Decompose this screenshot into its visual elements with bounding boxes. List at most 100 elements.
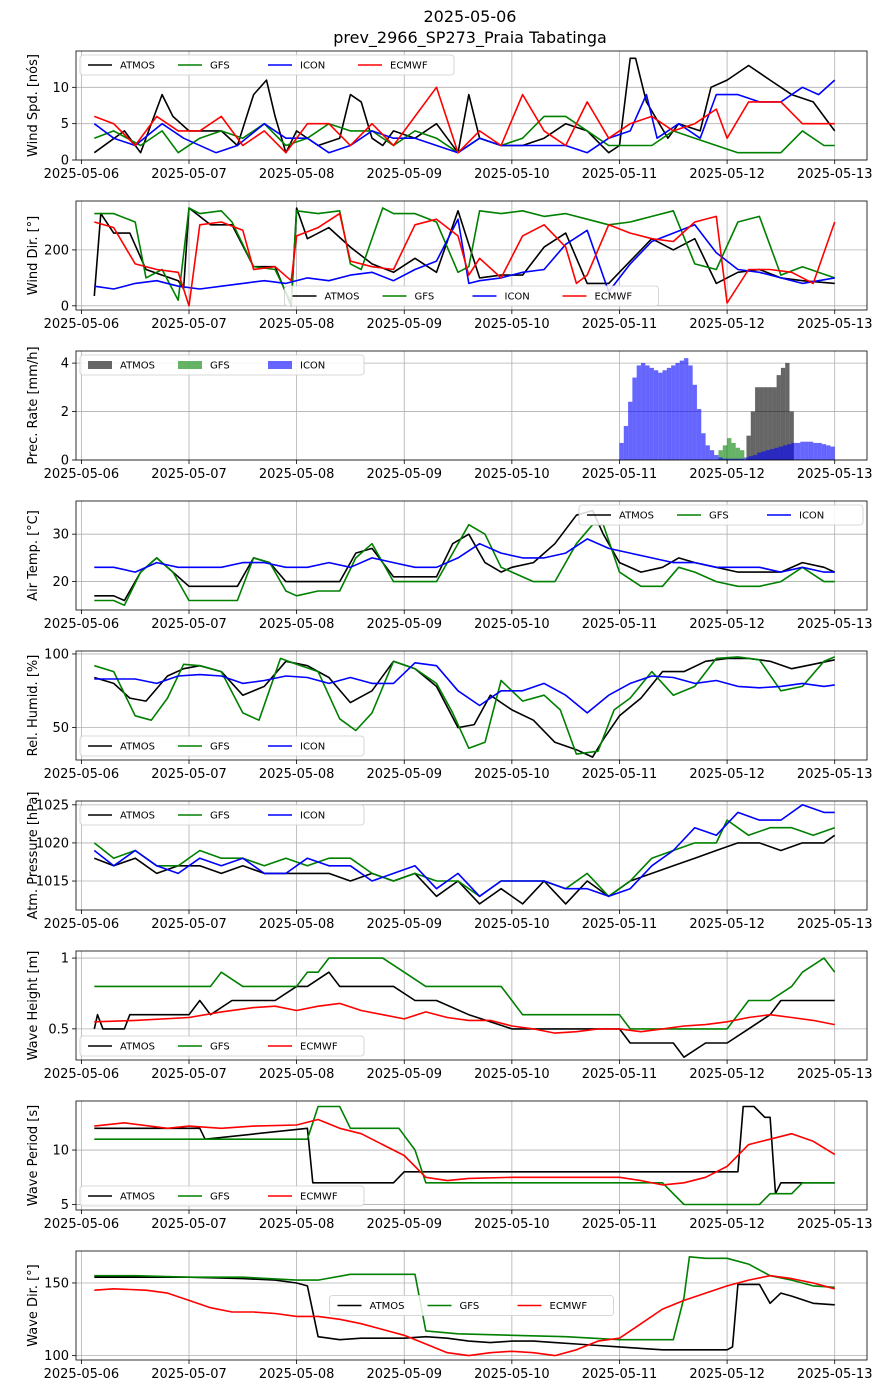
y-tick-label: 20 — [52, 575, 69, 590]
series-line-ecmwf — [94, 1002, 835, 1034]
bar-icon — [808, 441, 814, 460]
y-tick-label: 1015 — [36, 875, 69, 890]
x-tick-label: 2025-05-11 — [582, 917, 658, 932]
x-tick-label: 2025-05-13 — [797, 617, 873, 632]
x-tick-label: 2025-05-09 — [366, 467, 442, 482]
x-tick-label: 2025-05-09 — [366, 1367, 442, 1382]
legend-box — [79, 1035, 365, 1057]
y-tick-label: 1025 — [36, 798, 69, 813]
bar-icon — [826, 445, 831, 460]
series-line-gfs — [94, 656, 836, 755]
series-line-ecmwf — [94, 1274, 835, 1357]
x-tick-label: 2025-05-07 — [151, 617, 227, 632]
bar-icon — [748, 456, 754, 460]
y-axis-label: Wind Spd. [nós] — [26, 54, 41, 157]
y-axis-label: Air Temp. [°C] — [26, 510, 41, 601]
legend-label-gfs: GFS — [415, 292, 435, 303]
x-tick-label: 2025-05-10 — [474, 917, 550, 932]
x-tick-label: 2025-05-06 — [44, 767, 120, 782]
plot-frame — [75, 50, 868, 161]
y-tick-label: 10 — [52, 1144, 69, 1159]
x-tick-label: 2025-05-13 — [797, 767, 873, 782]
bar-icon — [787, 444, 792, 460]
legend-label-atmos: ATMOS — [370, 1301, 405, 1312]
bar-icon — [627, 401, 633, 460]
legend-box — [284, 285, 659, 307]
x-tick-label: 2025-05-13 — [797, 467, 873, 482]
legend: ATMOS GFS ECMWF — [329, 1295, 614, 1316]
legend: ATMOS GFS ICON — [79, 804, 365, 826]
x-tick-label: 2025-05-07 — [151, 167, 227, 182]
bar-icon — [782, 445, 788, 460]
x-tick-label: 2025-05-11 — [582, 467, 658, 482]
y-tick-label: 2 — [61, 405, 69, 420]
bar-icon — [705, 445, 710, 460]
plot-area — [93, 803, 836, 905]
y-axis-label: Wave Height [m] — [26, 951, 41, 1061]
bar-icon — [821, 444, 827, 460]
bar-atmos — [750, 411, 756, 460]
legend-swatch-gfs — [178, 361, 202, 369]
panel-6: 2025-05-06 2025-05-07 2025-05-08 2025-05-09… — [26, 792, 872, 932]
bar-icon — [795, 442, 801, 460]
plot-area — [619, 358, 835, 460]
y-tick-label: 50 — [52, 721, 69, 736]
x-tick-label: 2025-05-12 — [689, 317, 765, 332]
series-line-atmos — [93, 971, 835, 1058]
bar-icon — [666, 367, 672, 460]
figure-title-date: 2025-05-06 — [423, 7, 517, 26]
plot-area — [94, 656, 836, 758]
panel-3: 2025-05-06 2025-05-07 2025-05-08 2025-05-09… — [26, 346, 872, 482]
bar-icon — [770, 448, 775, 460]
x-tick-label: 2025-05-06 — [44, 1367, 120, 1382]
bar-icon — [640, 362, 646, 460]
legend-label-ecmwf: ECMWF — [390, 61, 428, 72]
bar-atmos — [772, 387, 777, 460]
series-line-atmos — [94, 834, 836, 905]
y-axis-label: Rel. Humid. [%] — [26, 655, 41, 757]
bar-gfs — [735, 447, 741, 460]
x-tick-label: 2025-05-06 — [44, 1067, 120, 1082]
series-line-atmos — [93, 207, 835, 307]
x-tick-label: 2025-05-06 — [44, 317, 120, 332]
legend-box — [79, 804, 365, 826]
bar-icon — [718, 457, 723, 460]
x-tick-label: 2025-05-06 — [44, 917, 120, 932]
bar-icon — [688, 365, 693, 460]
y-tick-label: 0 — [61, 154, 69, 169]
bar-icon — [649, 367, 655, 460]
panel-9: 2025-05-06 2025-05-07 2025-05-08 2025-05-09… — [26, 1250, 872, 1382]
bar-atmos — [780, 367, 786, 460]
x-tick-label: 2025-05-11 — [582, 767, 658, 782]
legend-label-icon: ICON — [799, 511, 824, 522]
figure-title-station: prev_2966_SP273_Praia Tabatinga — [333, 28, 607, 47]
legend-label-icon: ICON — [505, 292, 530, 303]
legend-label-ecmwf: ECMWF — [595, 292, 633, 303]
x-tick-label: 2025-05-07 — [151, 767, 227, 782]
bar-icon — [675, 362, 680, 460]
bar-icon — [778, 446, 784, 460]
legend-label-atmos: ATMOS — [619, 511, 654, 522]
bar-icon — [662, 370, 667, 460]
panel-5: 2025-05-06 2025-05-07 2025-05-08 2025-05-09… — [26, 647, 872, 782]
legend-label-icon: ICON — [300, 361, 325, 372]
legend: ATMOS GFS ECMWF — [79, 1185, 365, 1207]
legend-label-atmos: ATMOS — [325, 292, 360, 303]
x-tick-label: 2025-05-08 — [259, 617, 335, 632]
x-tick-label: 2025-05-09 — [366, 1217, 442, 1232]
x-tick-label: 2025-05-13 — [797, 1067, 873, 1082]
series-line-gfs — [94, 523, 835, 607]
y-tick-label: 1 — [61, 952, 69, 967]
x-tick-label: 2025-05-12 — [689, 1217, 765, 1232]
y-tick-label: 1020 — [36, 836, 69, 851]
x-tick-label: 2025-05-08 — [259, 317, 335, 332]
legend-label-ecmwf: ECMWF — [300, 1192, 338, 1203]
x-tick-label: 2025-05-10 — [474, 467, 550, 482]
bar-icon — [744, 457, 749, 460]
y-tick-label: 100 — [44, 1349, 69, 1364]
bar-icon — [761, 451, 766, 460]
bar-icon — [653, 370, 659, 460]
legend-box — [329, 1295, 614, 1316]
series-line-icon — [93, 803, 835, 898]
